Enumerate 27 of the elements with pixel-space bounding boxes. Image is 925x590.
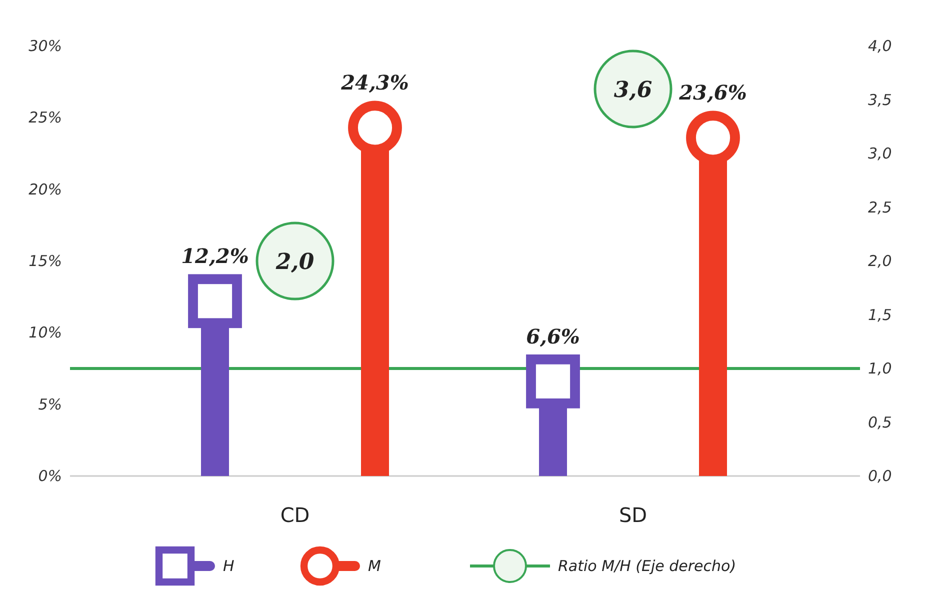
data-label: 23,6% [678, 80, 747, 105]
y2-tick-label: 4,0 [868, 37, 892, 55]
y2-tick-label: 0,5 [868, 413, 892, 432]
legend-label: Ratio M/H (Eje derecho) [558, 557, 736, 575]
y2-tick-label: 3,5 [868, 90, 892, 109]
y2-tick-label: 0,0 [868, 467, 892, 485]
y-tick-label: 0% [38, 467, 62, 485]
data-label: 24,3% [340, 70, 409, 95]
y2-tick-label: 3,0 [868, 144, 892, 162]
legend-label: H [223, 557, 234, 575]
y-tick-label: 15% [28, 252, 62, 270]
legend-label: M [368, 557, 381, 575]
data-label: 6,6% [526, 324, 580, 348]
y2-tick-label: 2,5 [868, 198, 892, 216]
y-tick-label: 25% [28, 108, 62, 127]
y-tick-label: 5% [38, 395, 62, 414]
x-tick-label: SD [618, 503, 648, 527]
data-label: 12,2% [181, 244, 249, 268]
y-tick-label: 10% [28, 324, 62, 342]
y-tick-label: 30% [28, 37, 62, 55]
data-label: 2,0 [274, 249, 315, 275]
y2-tick-label: 2,0 [868, 252, 892, 270]
x-tick-label: CD [280, 503, 310, 527]
data-label: 3,6 [614, 77, 652, 103]
y2-tick-label: 1,0 [868, 360, 892, 378]
y-tick-label: 20% [28, 180, 62, 198]
y2-tick-label: 1,5 [868, 306, 892, 324]
